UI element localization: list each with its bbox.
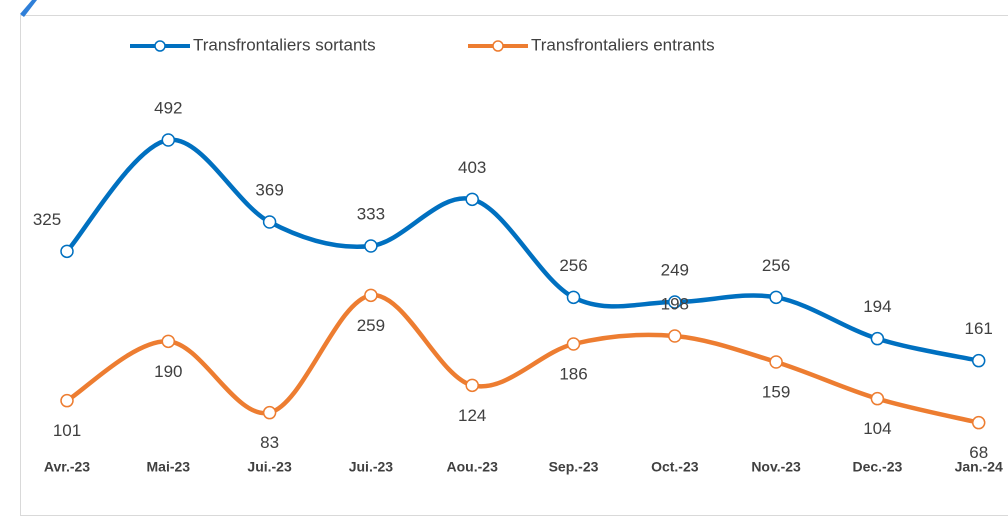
legend-label: Transfrontaliers entrants (531, 35, 715, 54)
chart-frame (20, 15, 1008, 516)
data-label: 259 (357, 316, 385, 335)
data-label: 256 (559, 256, 587, 275)
point (60, 393, 74, 408)
data-label: 161 (965, 319, 993, 338)
x-tick-label: Avr.-23 (44, 459, 90, 475)
data-label: 101 (53, 421, 81, 440)
legend-label: Transfrontaliers sortants (193, 35, 376, 54)
series-line (64, 137, 981, 363)
data-label: 198 (661, 294, 689, 313)
point (566, 337, 581, 351)
point (262, 215, 277, 229)
data-label: 68 (969, 443, 988, 462)
point (668, 295, 682, 309)
x-tick-label: Nov.-23 (751, 459, 801, 475)
data-label: 190 (154, 362, 182, 381)
data-label: 256 (762, 256, 790, 275)
x-tick-label: Jui.-23 (349, 459, 394, 475)
data-label: 194 (863, 297, 891, 316)
point (161, 133, 176, 147)
point (769, 355, 783, 369)
data-label: 124 (458, 406, 486, 425)
x-tick-label: Sep.-23 (549, 459, 599, 475)
data-label: 249 (661, 260, 689, 279)
point (971, 415, 986, 430)
data-label: 186 (559, 364, 587, 383)
point (870, 331, 885, 346)
data-label: 83 (260, 433, 279, 452)
point (465, 378, 479, 393)
x-tick-label: Oct.-23 (651, 459, 699, 475)
data-label: 325 (33, 210, 61, 229)
point (60, 244, 74, 259)
data-label: 403 (458, 158, 486, 177)
point (364, 239, 378, 253)
point (769, 290, 783, 305)
point (870, 391, 885, 406)
point (364, 288, 378, 303)
x-tick-label: Dec.-23 (852, 459, 902, 475)
point (566, 290, 581, 305)
x-tick-label: Jan.-24 (955, 459, 1003, 475)
x-tick-label: Jui.-23 (247, 459, 292, 475)
point (668, 329, 682, 343)
legend-marker (492, 40, 504, 52)
decoration (20, 0, 37, 17)
data-label: 104 (863, 419, 891, 438)
legend-marker (154, 40, 166, 52)
data-label: 333 (357, 204, 385, 223)
x-tick-label: Mai-23 (147, 459, 191, 475)
data-label: 492 (154, 98, 182, 117)
series-line (64, 293, 981, 425)
point (465, 192, 479, 207)
point (971, 353, 986, 368)
point (161, 334, 176, 349)
point (262, 405, 277, 420)
data-label: 159 (762, 382, 790, 401)
data-label: 369 (255, 180, 283, 199)
x-tick-label: Aou.-23 (447, 459, 499, 475)
